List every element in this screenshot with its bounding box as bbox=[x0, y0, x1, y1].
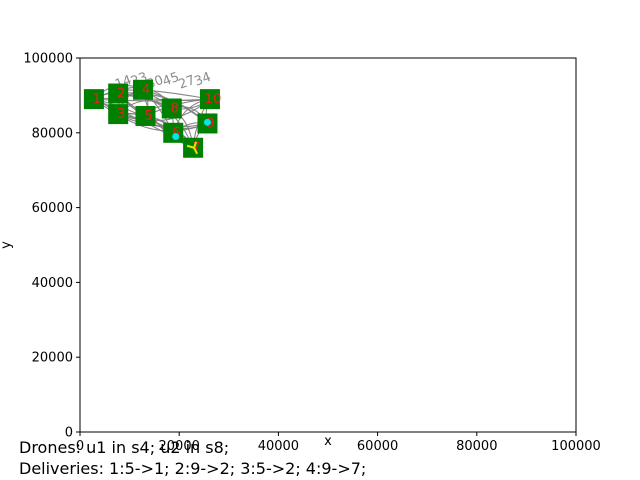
x-tick-label: 0 bbox=[76, 439, 84, 454]
station-marker bbox=[132, 79, 153, 100]
station-marker bbox=[83, 89, 104, 110]
y-tick-label: 60000 bbox=[32, 201, 73, 216]
station-label: 8 bbox=[171, 101, 179, 116]
route-loop-label: 45 bbox=[161, 70, 182, 90]
station-label: 4 bbox=[142, 83, 150, 98]
x-tick-label: 40000 bbox=[258, 439, 299, 454]
y-tick-label: 100000 bbox=[23, 52, 73, 67]
route-loop-label: 27 bbox=[177, 73, 198, 93]
station-label: 5 bbox=[144, 109, 152, 124]
drones-status: Drones: u1 in s4; u2 in s8; bbox=[19, 438, 230, 457]
route-loop-label: 34 bbox=[192, 70, 213, 90]
plot-frame bbox=[79, 57, 577, 433]
y-tick-label: 20000 bbox=[32, 351, 73, 366]
station-marker bbox=[108, 104, 129, 125]
active-route-marker bbox=[186, 141, 198, 155]
x-axis: 0 20000 40000 60000 80000 100000 bbox=[76, 432, 601, 454]
y-tick-label: 80000 bbox=[32, 126, 73, 141]
stations-layer: 12345678910 bbox=[83, 79, 222, 158]
station-label: 10 bbox=[205, 92, 222, 107]
station-label: 2 bbox=[117, 87, 125, 102]
drones-layer bbox=[172, 118, 211, 141]
deliveries-status: Deliveries: 1:5->1; 2:9->2; 3:5->2; 4:9-… bbox=[19, 459, 367, 478]
x-tick-label: 80000 bbox=[456, 439, 497, 454]
station-label: 7 bbox=[192, 141, 200, 156]
y-tick-label: 0 bbox=[65, 426, 73, 441]
drone-marker bbox=[172, 133, 180, 141]
station-marker bbox=[161, 98, 182, 119]
station-marker bbox=[108, 83, 129, 104]
station-label: 3 bbox=[117, 107, 125, 122]
x-tick-label: 20000 bbox=[159, 439, 200, 454]
y-axis-label: y bbox=[0, 241, 14, 249]
station-label: 1 bbox=[93, 92, 101, 107]
x-axis-label: x bbox=[324, 434, 332, 449]
station-marker bbox=[199, 89, 220, 110]
y-tick-label: 40000 bbox=[32, 276, 73, 291]
y-axis: 0 20000 40000 60000 80000 100000 bbox=[23, 52, 80, 441]
x-tick-label: 60000 bbox=[357, 439, 398, 454]
station-marker bbox=[135, 105, 156, 126]
x-tick-label: 100000 bbox=[551, 439, 601, 454]
drone-marker bbox=[203, 118, 211, 126]
